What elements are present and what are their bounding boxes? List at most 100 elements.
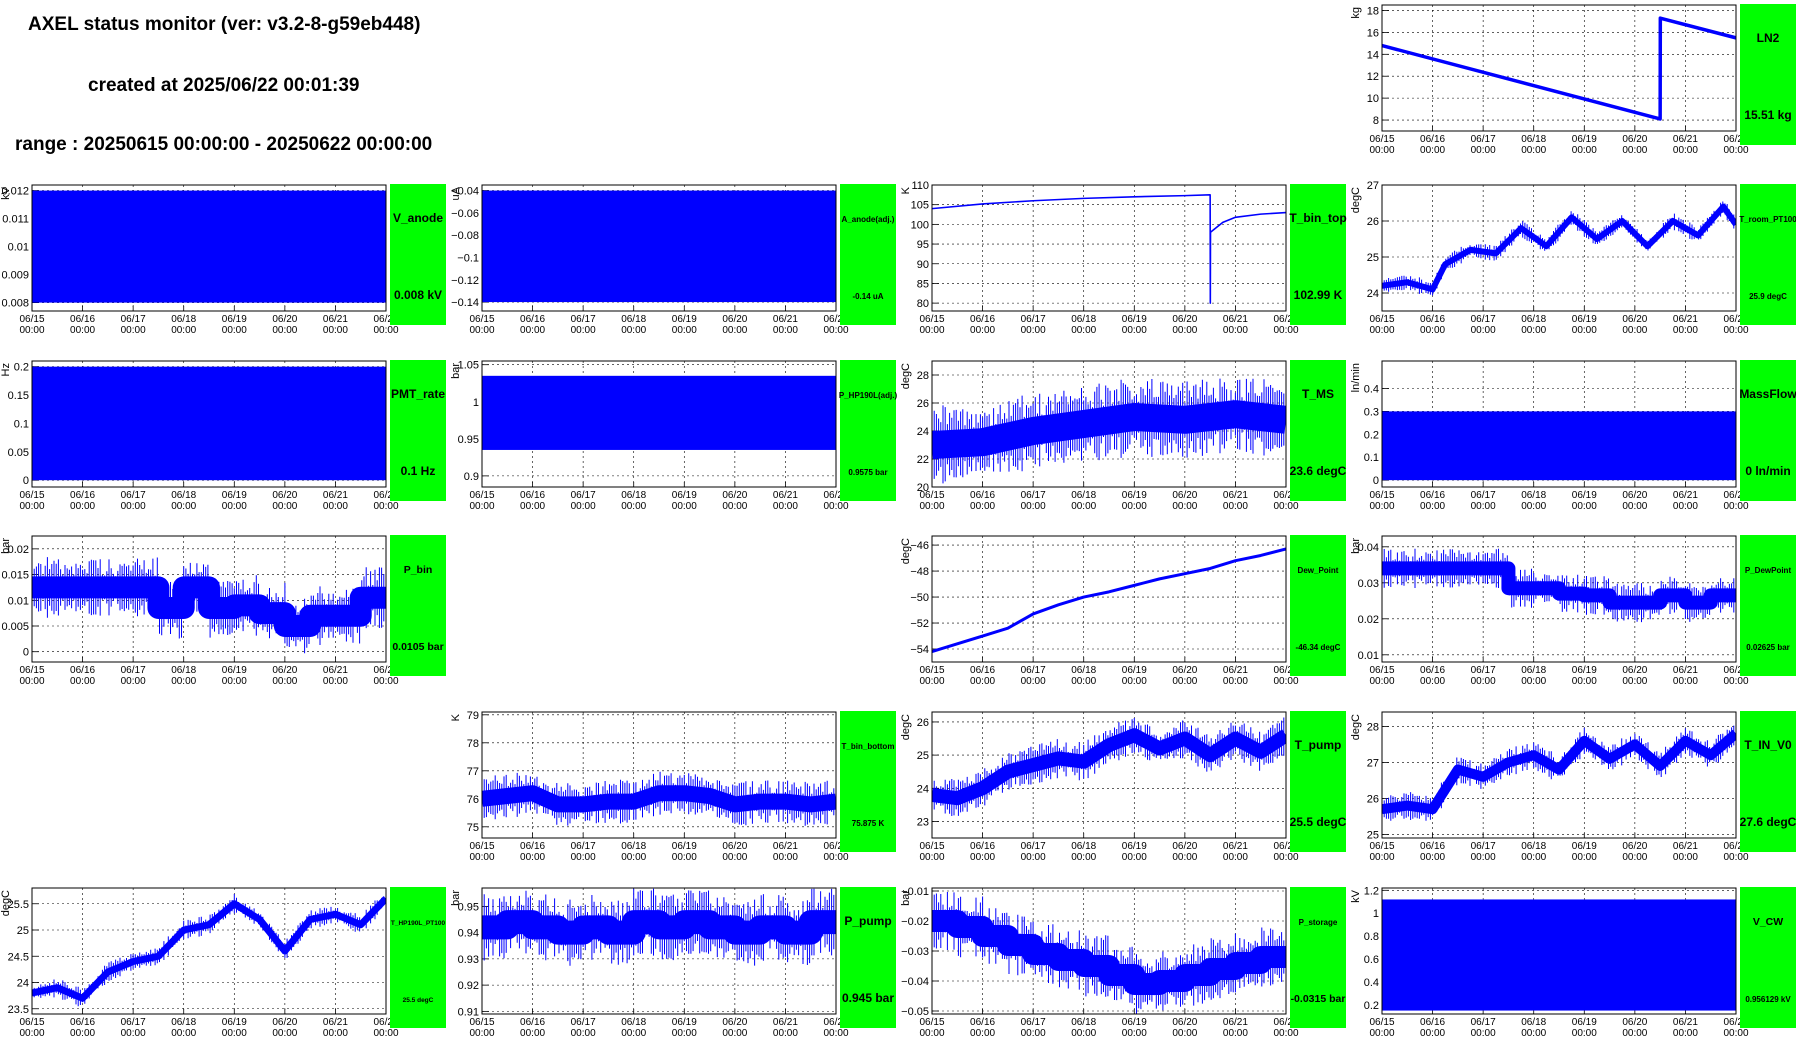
x-tick-label-time: 00:00 [823,501,848,512]
plot-frame [1381,887,1737,1015]
y-tick-label: 77 [467,766,479,778]
x-tick-label-date: 06/16 [1420,841,1445,852]
y-tick-label: 24 [17,978,29,990]
x-tick-label-date: 06/16 [70,314,95,325]
x-tick-label-date: 06/22 [823,490,848,501]
x-tick-label-date: 06/22 [1273,314,1298,325]
status-name: V_CW [1753,916,1783,928]
data-layer [932,892,1286,1014]
x-tick-label-date: 06/18 [1521,134,1546,145]
x-tick-label-time: 00:00 [970,852,995,863]
x-tick-label-date: 06/18 [1071,314,1096,325]
x-tick-label-time: 00:00 [1273,1028,1298,1039]
y-axis-label: kg [1350,7,1362,19]
status-name: P_DewPoint [1745,566,1792,575]
x-tick-label-time: 00:00 [919,501,944,512]
x-tick-label-date: 06/17 [1471,314,1496,325]
status-value: 0.0105 bar [392,641,443,653]
y-tick-label: 24.5 [8,951,29,963]
y-tick-label: 0.95 [458,901,479,913]
x-tick-label-date: 06/21 [323,314,348,325]
y-tick-label: −50 [910,592,929,604]
x-tick-label-time: 00:00 [1521,1028,1546,1039]
y-axis-label: ln/min [1350,363,1362,392]
chart-PMT_rate: 06/1500:0006/1600:0006/1700:0006/1800:00… [0,360,446,512]
x-tick-label-time: 00:00 [1471,145,1496,156]
created-timestamp: created at 2025/06/22 00:01:39 [88,75,360,96]
x-tick-label-time: 00:00 [1071,676,1096,687]
data-layer [932,547,1286,654]
y-tick-label: 25 [1367,252,1379,264]
status-name: P_bin [404,564,433,576]
x-tick-label-date: 06/18 [1071,1017,1096,1028]
x-tick-label-date: 06/22 [1723,134,1748,145]
status-name: P_HP190L(adj.) [839,391,898,400]
x-tick-label-date: 06/16 [70,665,95,676]
time-range: range : 20250615 00:00:00 - 20250622 00:… [15,134,433,155]
series-noise [1382,201,1735,296]
x-tick-label-date: 06/17 [1021,841,1046,852]
y-tick-label: 28 [917,370,929,382]
plot-frame [1381,184,1737,312]
status-box [1290,184,1346,325]
plot-frame [31,360,387,488]
y-tick-label: −0.14 [451,297,479,309]
x-tick-label-date: 06/18 [621,841,646,852]
x-tick-label-date: 06/18 [171,1017,196,1028]
x-tick-label-date: 06/20 [1172,841,1197,852]
y-tick-label: 0.01 [8,595,29,607]
status-name: T_bin_top [1289,211,1346,225]
status-box [1740,887,1796,1028]
y-tick-label: 0.4 [1364,977,1379,989]
x-tick-label-time: 00:00 [1521,501,1546,512]
x-tick-label-time: 00:00 [672,325,697,336]
x-tick-label-date: 06/18 [1071,841,1096,852]
x-tick-label-date: 06/17 [1021,665,1046,676]
data-band [32,366,386,481]
data-band [482,375,836,450]
plot-area [1382,5,1736,131]
status-box [1290,535,1346,676]
x-tick-label-time: 00:00 [373,1028,398,1039]
x-tick-label-date: 06/20 [722,490,747,501]
y-tick-label: −54 [910,644,929,656]
status-value: 15.51 kg [1744,108,1791,122]
x-tick-label-time: 00:00 [1021,325,1046,336]
plot-frame [481,360,837,488]
x-tick-label-time: 00:00 [1521,676,1546,687]
status-box [1290,711,1346,852]
status-box [1740,184,1796,325]
x-tick-label-time: 00:00 [1071,1028,1096,1039]
x-tick-label-date: 06/15 [469,314,494,325]
x-tick-label-date: 06/19 [222,314,247,325]
x-tick-label-date: 06/16 [1420,490,1445,501]
x-tick-label-date: 06/22 [1723,841,1748,852]
y-tick-label: 0.91 [458,1006,479,1018]
x-tick-label-time: 00:00 [1572,676,1597,687]
y-tick-label: −0.02 [901,916,929,928]
x-tick-label-date: 06/19 [1122,665,1147,676]
x-tick-label-date: 06/21 [773,490,798,501]
data-layer [932,378,1286,484]
x-tick-label-date: 06/16 [970,665,995,676]
plot-frame [1381,535,1737,663]
status-name: P_storage [1299,918,1338,927]
x-tick-label-date: 06/17 [1471,490,1496,501]
y-axis-label: degC [1350,714,1362,740]
x-tick-label-time: 00:00 [1420,325,1445,336]
data-layer [1382,411,1736,481]
data-band [32,190,386,303]
series-noise [482,888,835,966]
y-tick-label: 75 [467,822,479,834]
chart-V_CW: 06/1500:0006/1600:0006/1700:0006/1800:00… [1350,885,1796,1039]
y-tick-label: −48 [910,566,929,578]
y-axis-label: kV [0,186,12,200]
chart-P_pump: 06/1500:0006/1600:0006/1700:0006/1800:00… [450,887,896,1039]
x-tick-label-date: 06/19 [672,314,697,325]
x-tick-label-time: 00:00 [70,676,95,687]
x-tick-label-time: 00:00 [970,325,995,336]
y-tick-label: 28 [1367,721,1379,733]
x-tick-label-time: 00:00 [1572,145,1597,156]
x-tick-label-time: 00:00 [1723,852,1748,863]
